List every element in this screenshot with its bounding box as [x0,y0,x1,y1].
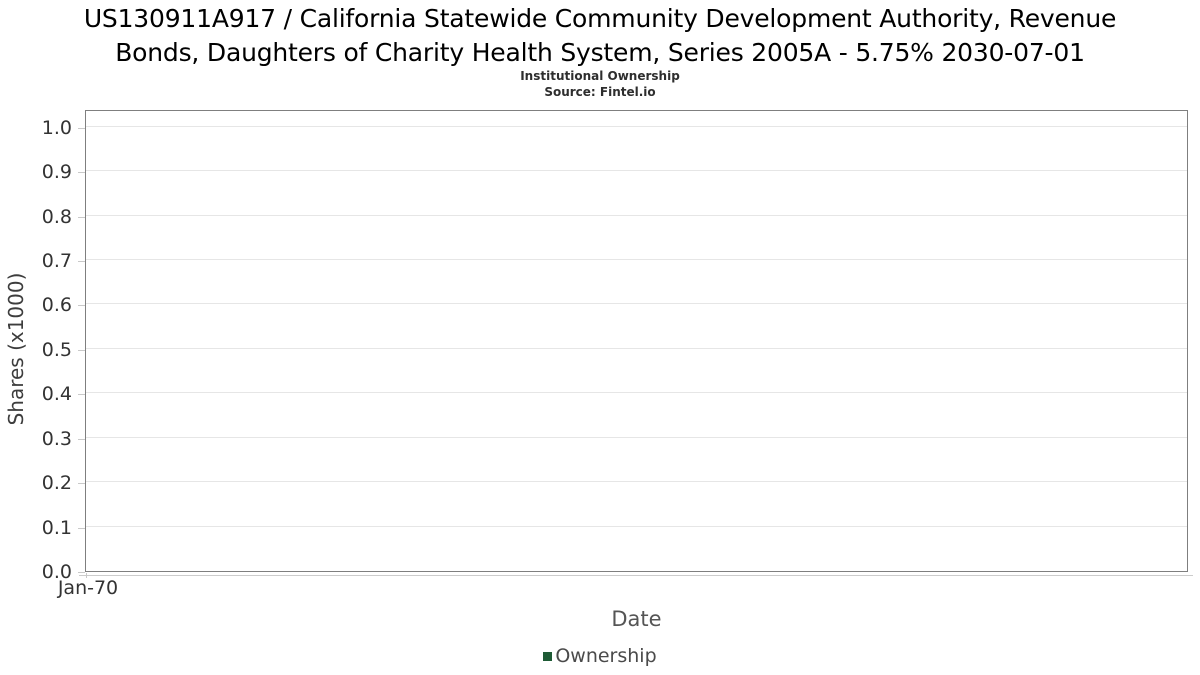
y-tick-mark [78,350,85,351]
y-gridline [86,481,1187,482]
y-tick-label: 0.1 [41,517,72,539]
y-gridline [86,215,1187,216]
y-gridline [86,348,1187,349]
y-tick-label: 0.8 [41,206,72,228]
y-tick-mark [78,128,85,129]
y-tick-label: 0.4 [41,383,72,405]
y-tick-label: 0.9 [41,161,72,183]
legend: Ownership [0,645,1200,667]
y-tick-label: 0.0 [41,561,72,583]
chart-subtitle: Institutional Ownership [520,69,680,83]
y-tick-mark [78,394,85,395]
x-axis-subline [79,575,1193,576]
legend-marker-square-icon [543,651,553,661]
y-tick-label: 0.6 [41,294,72,316]
legend-item-ownership[interactable]: Ownership [543,645,657,667]
y-gridline [86,126,1187,127]
chart-title: US130911A917 / California Statewide Comm… [0,2,1200,70]
chart-title-line-1: US130911A917 / California Statewide Comm… [83,4,1117,33]
y-tick-label: 0.3 [41,428,72,450]
plot-area [85,110,1188,572]
y-tick-mark [78,261,85,262]
y-tick-label: 0.5 [41,339,72,361]
chart-title-line-2: Bonds, Daughters of Charity Health Syste… [115,38,1085,67]
y-tick-mark [78,439,85,440]
y-gridline [86,437,1187,438]
y-axis-title: Shares (x1000) [4,272,28,426]
y-tick-mark [78,572,85,573]
legend-item-label: Ownership [555,645,657,667]
y-gridline [86,392,1187,393]
y-tick-mark [78,528,85,529]
y-tick-mark [78,483,85,484]
x-axis-title: Date [611,607,662,631]
y-tick-mark [78,217,85,218]
y-gridline [86,170,1187,171]
x-tick-label: Jan-70 [57,577,119,599]
chart-source: Source: Fintel.io [544,85,656,99]
y-tick-mark [78,305,85,306]
y-tick-label: 0.7 [41,250,72,272]
y-tick-mark [78,172,85,173]
y-tick-label: 0.2 [41,472,72,494]
x-tick-mark [86,573,87,578]
y-gridline [86,259,1187,260]
y-tick-label: 1.0 [41,117,72,139]
y-gridline [86,303,1187,304]
y-gridline [86,526,1187,527]
